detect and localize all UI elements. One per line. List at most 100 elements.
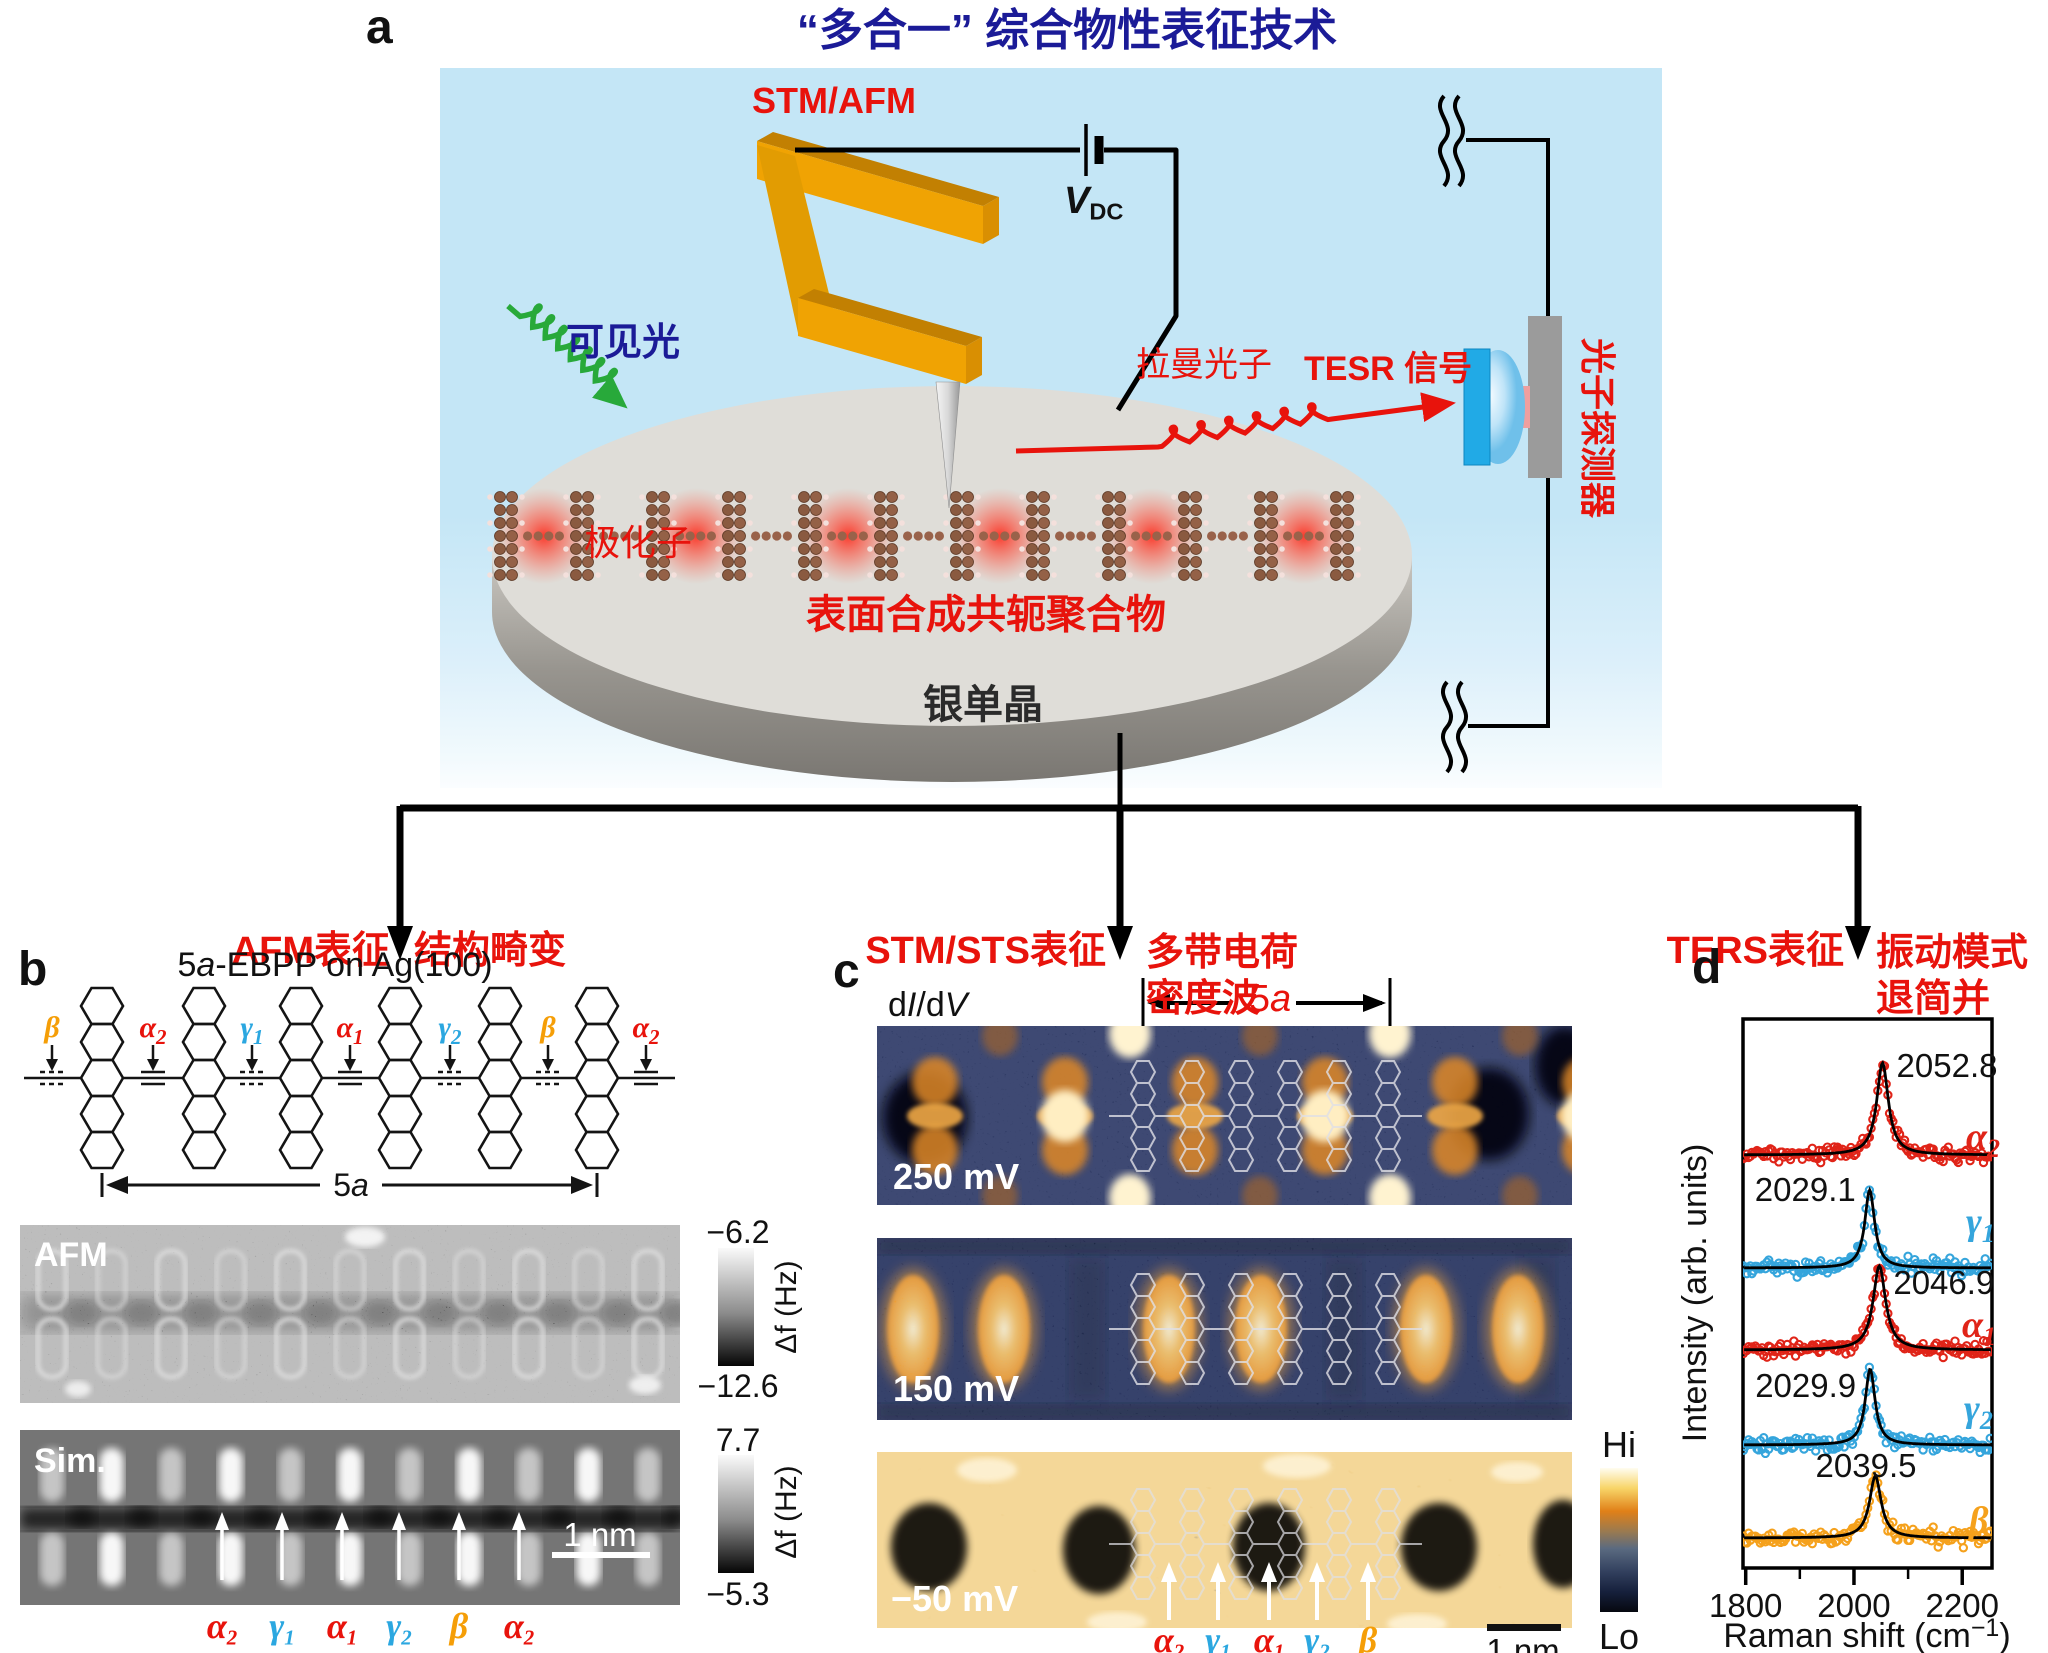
raman-series-alpha2: [1743, 1059, 1992, 1168]
lens-body: [1463, 348, 1491, 466]
panel-b-title: 5a-EBPP on Ag(100): [170, 946, 500, 985]
didv-d1: d: [888, 986, 907, 1024]
wire-break-squiggle: [1437, 94, 1451, 188]
didv-i: I: [906, 986, 917, 1024]
wire-break-squiggle: [1455, 680, 1469, 774]
sim-bond-label-b: β: [449, 1606, 469, 1646]
c-scalebar-label: 1 nm: [1486, 1632, 1560, 1653]
probe-label: STM/AFM: [752, 80, 916, 121]
figure-title: “多合一” 综合物性表征技术: [796, 6, 1338, 55]
branch-ters-result-line1: 振动模式: [1876, 932, 2029, 974]
peak-value-label: 2046.9: [1893, 1264, 1994, 1301]
wire-break-squiggle: [1452, 94, 1466, 188]
sim-colorbar-top-value: 7.7: [715, 1422, 761, 1458]
tesr-signal-label: TESR 信号: [1304, 350, 1473, 388]
pentacene-ring: [278, 986, 324, 1026]
sim-colorbar-unit: Δf (Hz): [770, 1465, 803, 1559]
didv-map-neg50mv: [877, 1452, 1572, 1628]
polymer-label: 表面合成共轭聚合物: [806, 593, 1166, 637]
polymer-chain: [487, 488, 1361, 584]
detector-plate: [1528, 316, 1562, 478]
panel-b-label: b: [18, 943, 48, 996]
raman-series-beta: [1743, 1470, 1992, 1553]
pentacene-ring: [278, 1022, 324, 1062]
peak-value-label: 2029.1: [1755, 1171, 1856, 1208]
raman-photon-wave: [1015, 392, 1456, 454]
pentacene-ring: [181, 1094, 227, 1134]
pentacene-ring: [477, 1094, 523, 1134]
sim-bond-label-g1: γ1: [269, 1606, 295, 1650]
sim-image-label: Sim.: [34, 1442, 106, 1480]
didv-map-150mv: [877, 1238, 1572, 1420]
afm-image: [20, 1225, 680, 1403]
c-scalebar: [1487, 1624, 1561, 1631]
wire-break-squiggle: [1440, 680, 1454, 774]
pentacene-ring: [574, 1094, 620, 1134]
bond-label: α1: [336, 1011, 363, 1049]
bond-label: β: [43, 1011, 60, 1044]
afm-colorbar-bottom-value: −12.6: [697, 1368, 779, 1404]
afm-colorbar-top-value: −6.2: [706, 1214, 770, 1250]
pentacene-ring: [477, 1058, 523, 1098]
c-bond-label-a1: α1: [1253, 1620, 1285, 1653]
branch-afm-method: AFM表征: [231, 930, 390, 972]
afm-colorbar: [718, 1248, 754, 1366]
peak-value-label: 2029.9: [1755, 1367, 1856, 1404]
series-greek-label: α2: [1966, 1116, 2000, 1163]
peak-value-label: 2039.5: [1816, 1447, 1917, 1484]
bond-label: α2: [632, 1011, 660, 1049]
raman-series-gamma2: [1743, 1362, 1992, 1459]
c-bond-label-b: β: [1358, 1620, 1378, 1653]
crystal-label: 银单晶: [923, 683, 1043, 727]
branch-ters-result: 振动模式 退简并: [1876, 930, 2028, 1023]
lorentzian-fit: [1744, 1263, 1991, 1352]
branch-ters-result-line2: 退简并: [1876, 978, 1991, 1021]
panel-d-label: d: [1692, 941, 1722, 994]
molecule-overlay: [1109, 1060, 1422, 1172]
bond-label: α2: [139, 1011, 167, 1049]
x-axis-title: Raman shift (cm−1): [1723, 1614, 2010, 1653]
pentacene-ring: [377, 1058, 423, 1098]
pentacene-ring: [181, 1130, 227, 1170]
pentacene-ring: [377, 986, 423, 1026]
span-arrow-head-right: [1363, 994, 1386, 1012]
span-5a-label-b: 5a: [333, 1167, 369, 1203]
bias-subscript: DC: [1089, 198, 1124, 225]
pentacene-ring: [377, 1094, 423, 1134]
pentacene-ring: [79, 1094, 125, 1134]
bias-label: VDC: [1064, 180, 1123, 226]
didv-map-250mv: [877, 1026, 1572, 1205]
bias-wire: [795, 147, 1179, 412]
sim-scalebar: [552, 1552, 650, 1558]
didv-v: V: [944, 986, 968, 1024]
pentacene-ring: [278, 1094, 324, 1134]
pentacene-ring: [477, 986, 523, 1026]
photon-detector-label: 光子探测器: [1577, 337, 1618, 518]
pentacene-ring: [278, 1058, 324, 1098]
x-tick-label: 2000: [1817, 1587, 1890, 1624]
polaron-label: 极化子: [584, 522, 693, 563]
bond-label: γ1: [241, 1011, 264, 1049]
pentacene-ring: [574, 1058, 620, 1098]
sim-bond-label-a2: α2: [206, 1606, 238, 1650]
molecule-overlay: [1109, 1273, 1422, 1385]
raman-series-gamma1: [1743, 1185, 1992, 1282]
detector-wire: [1466, 138, 1550, 728]
pentacene-ring: [377, 1022, 423, 1062]
cantilever: [757, 132, 999, 509]
branch-arrow-head: [1845, 926, 1871, 960]
panel-a-label: a: [366, 1, 393, 54]
y-axis-title: Intensity (arb. units): [1680, 1144, 1714, 1443]
stm-tip: [935, 381, 961, 509]
pentacene-ring: [377, 1130, 423, 1170]
bias-250mv-label: 250 mV: [893, 1156, 1020, 1197]
branch-arrow-head: [387, 926, 413, 960]
lorentzian-fit: [1744, 1474, 1991, 1540]
title-rest: -EBPP on Ag(100): [215, 946, 493, 984]
molecule-overlay: [1109, 1488, 1422, 1600]
lorentzian-fit: [1744, 1059, 1991, 1157]
c-bond-label-g1: γ1: [1205, 1620, 1231, 1653]
branch-sts-method: STM/STS表征: [865, 930, 1106, 972]
